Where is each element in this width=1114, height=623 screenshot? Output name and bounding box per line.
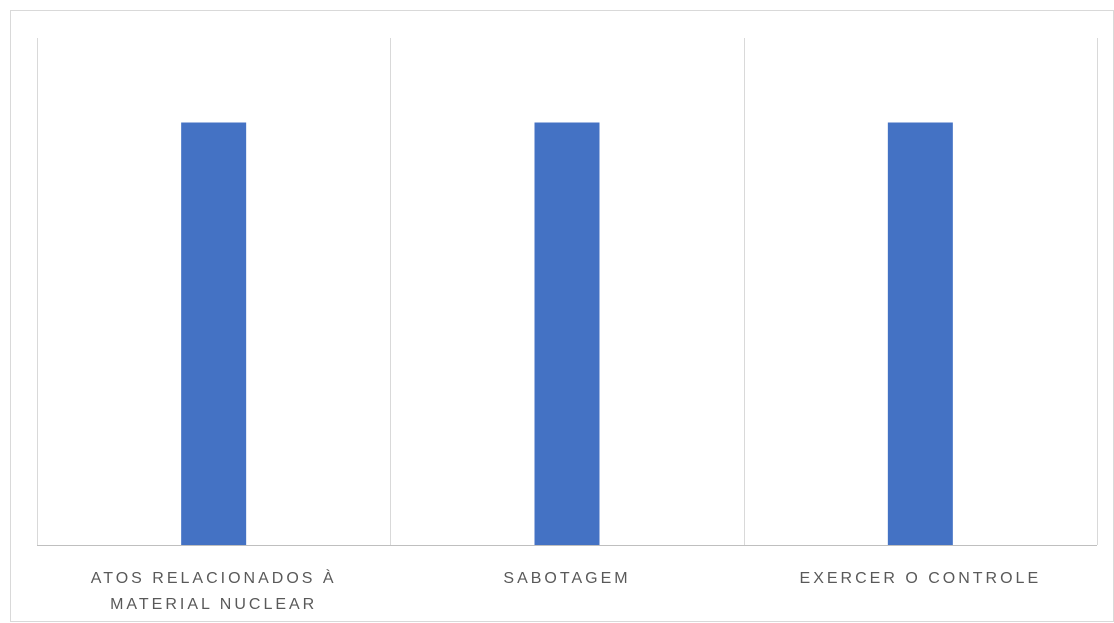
category-labels: ATOS RELACIONADOS À MATERIAL NUCLEAR SABOT… (91, 568, 1042, 613)
category-label: ATOS RELACIONADOS À MATERIAL NUCLEAR (91, 568, 337, 613)
category-label: EXERCER O CONTROLE (800, 570, 1042, 587)
gridlines (37, 38, 1098, 545)
category-label-line: EXERCER O CONTROLE (800, 570, 1042, 587)
bars (181, 122, 953, 545)
category-label: SABOTAGEM (503, 570, 630, 587)
bar (181, 122, 247, 545)
category-label-line: ATOS RELACIONADOS À (91, 568, 337, 587)
bar (534, 122, 600, 545)
category-label-line: SABOTAGEM (503, 570, 630, 587)
category-label-line: MATERIAL NUCLEAR (110, 596, 317, 613)
bar (887, 122, 953, 545)
